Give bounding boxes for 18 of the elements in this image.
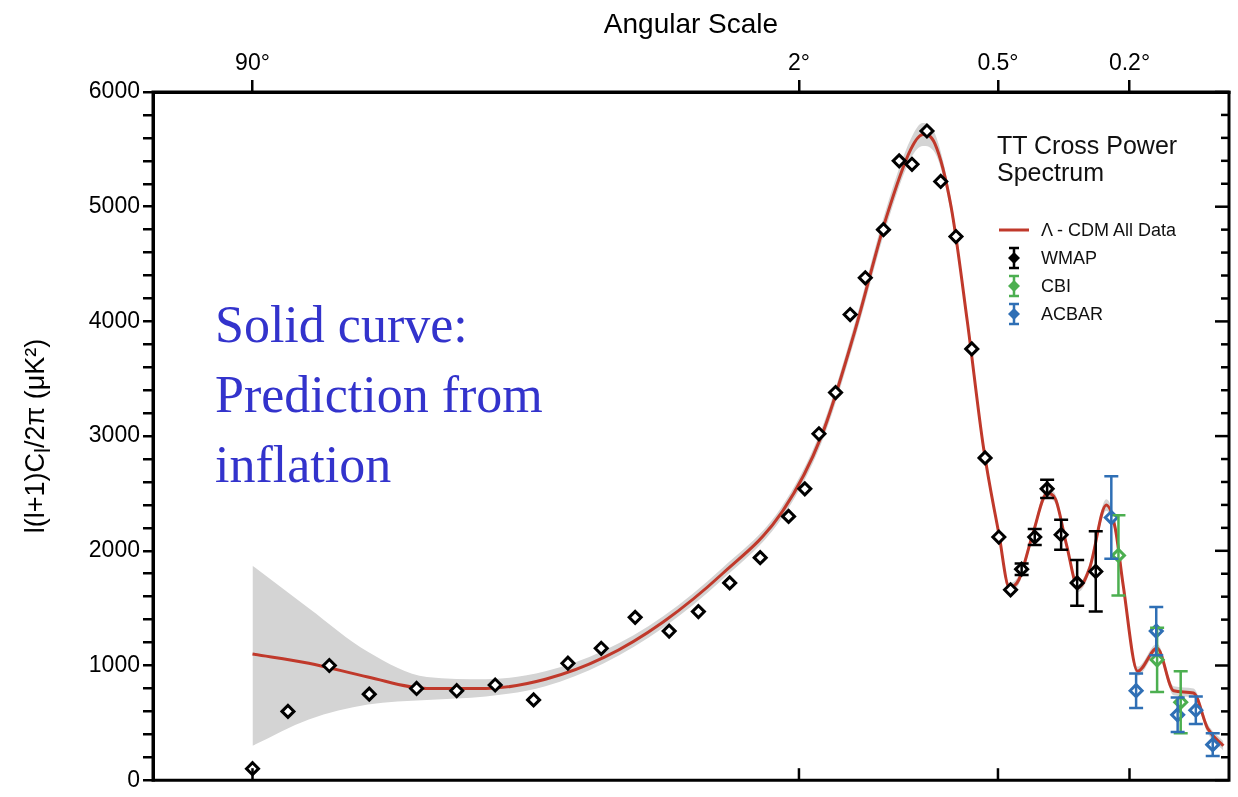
legend-title: TT Cross Power Spectrum [997,131,1179,186]
legend-label: Λ - CDM All Data [1041,219,1177,241]
y-tick-label: 2000 [88,536,140,563]
x-tick-label: 2° [787,48,810,75]
legend-label: CBI [1041,275,1072,297]
x-axis-title: Angular Scale [603,7,779,39]
legend-label: ACBAR [1041,303,1104,325]
x-tick-label: 0.5° [977,48,1019,75]
legend-label: WMAP [1041,247,1097,269]
y-tick-label: 6000 [88,77,140,104]
y-tick-label: 5000 [88,192,140,219]
y-tick-label: 0 [127,765,140,792]
y-tick-label: 4000 [88,306,140,333]
annotation: Solid curve: Prediction from inflation [215,295,543,493]
y-tick-label: 1000 [88,650,140,677]
x-tick-label: 0.2° [1108,48,1151,75]
x-tick-label: 90° [235,48,270,75]
y-tick-label: 3000 [88,421,140,448]
